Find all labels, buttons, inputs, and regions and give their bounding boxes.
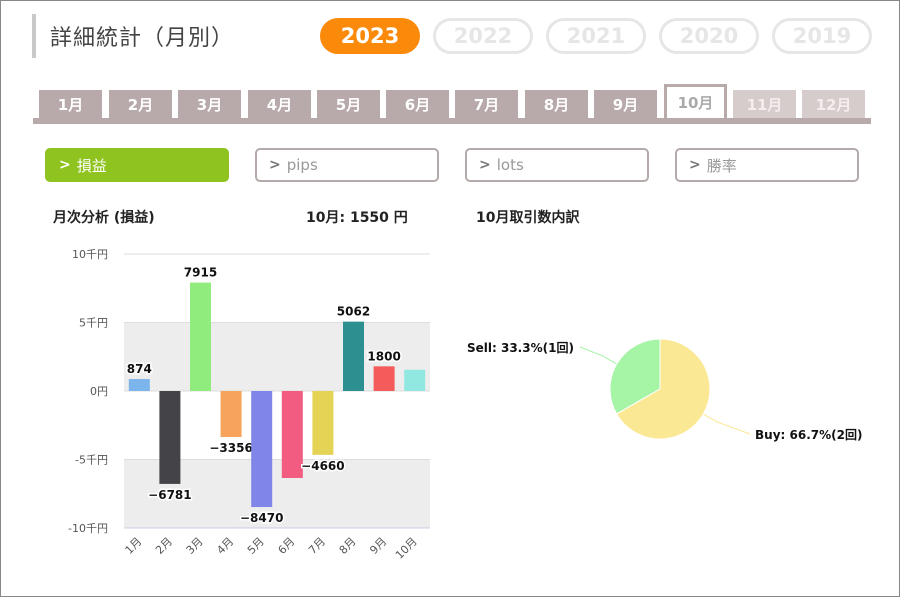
x-tick-label: 8月 bbox=[337, 535, 359, 557]
bar-2月[interactable] bbox=[159, 391, 181, 484]
y-tick-label: -10千円 bbox=[68, 522, 108, 535]
metric-button-profit[interactable]: > 損益 bbox=[45, 148, 229, 182]
year-button-2021[interactable]: 2021 bbox=[546, 18, 646, 54]
month-tabs: 1月 2月 3月 4月 5月 6月 7月 8月 9月 10月 11月 12月 bbox=[33, 84, 871, 124]
month-tab-9[interactable]: 9月 bbox=[594, 90, 657, 118]
month-tab-4[interactable]: 4月 bbox=[248, 90, 311, 118]
month-tab-7[interactable]: 7月 bbox=[455, 90, 518, 118]
x-tick-label: 10月 bbox=[393, 535, 420, 562]
chevron-right-icon: > bbox=[689, 157, 701, 173]
metric-label: 勝率 bbox=[706, 156, 737, 175]
month-tab-12[interactable]: 12月 bbox=[802, 90, 865, 118]
y-tick-label: -5千円 bbox=[75, 454, 108, 467]
monthly-analysis-title: 月次分析 (損益) bbox=[53, 210, 155, 226]
month-tab-2[interactable]: 2月 bbox=[109, 90, 172, 118]
metric-button-lots[interactable]: > lots bbox=[465, 148, 649, 182]
bar-data-label: 874 bbox=[127, 362, 152, 376]
monthly-bar-chart: 10千円 5千円 0円 -5千円 -10千円 874 1月 −6781 2月 7915 3月 −335… bbox=[68, 248, 430, 562]
bar-1月[interactable] bbox=[128, 379, 150, 391]
pie-label-buy: Buy: 66.7%(2回) bbox=[755, 428, 862, 442]
bar-10月[interactable] bbox=[404, 369, 426, 391]
y-tick-label: 10千円 bbox=[72, 248, 108, 261]
bar-5月[interactable] bbox=[251, 391, 273, 508]
bar-data-label: 1800 bbox=[367, 349, 400, 363]
bar-6月[interactable] bbox=[281, 391, 303, 478]
month-tab-8[interactable]: 8月 bbox=[525, 90, 588, 118]
bar-7月[interactable] bbox=[312, 391, 334, 455]
y-tick-label: 5千円 bbox=[79, 317, 108, 330]
page-title-block: 詳細統計（月別） bbox=[32, 14, 234, 58]
breakdown-title: 10月取引数内訳 bbox=[476, 210, 580, 226]
metric-label: lots bbox=[496, 156, 524, 174]
year-button-2019[interactable]: 2019 bbox=[772, 18, 872, 54]
chevron-right-icon: > bbox=[479, 157, 491, 173]
metric-button-pips[interactable]: > pips bbox=[255, 148, 439, 182]
x-tick-label: 5月 bbox=[245, 535, 267, 557]
month-tab-10[interactable]: 10月 bbox=[664, 84, 727, 118]
x-tick-label: 3月 bbox=[184, 535, 206, 557]
page-title: 詳細統計（月別） bbox=[50, 26, 235, 51]
bar-data-label: −8470 bbox=[240, 511, 283, 525]
bar-data-label: 7915 bbox=[184, 266, 217, 280]
x-tick-label: 9月 bbox=[367, 535, 389, 557]
month-tab-3[interactable]: 3月 bbox=[178, 90, 241, 118]
bar-data-label: −6781 bbox=[148, 488, 191, 502]
metric-selector: > 損益 > pips > lots > 勝率 bbox=[45, 148, 859, 182]
bar-data-label: 5062 bbox=[337, 305, 370, 319]
pie-connector bbox=[703, 413, 751, 435]
bar-4月[interactable] bbox=[220, 391, 242, 437]
x-tick-label: 6月 bbox=[276, 535, 298, 557]
x-tick-label: 7月 bbox=[306, 535, 328, 557]
chevron-right-icon: > bbox=[59, 157, 71, 173]
pie-label-sell: Sell: 33.3%(1回) bbox=[467, 341, 574, 355]
bar-data-label: −3356 bbox=[209, 441, 252, 455]
trade-breakdown-pie-chart: Sell: 33.3%(1回) Buy: 66.7%(2回) bbox=[467, 338, 862, 442]
pie-slice-buy[interactable] bbox=[615, 338, 711, 440]
year-button-2020[interactable]: 2020 bbox=[659, 18, 759, 54]
bar-8月[interactable] bbox=[343, 321, 364, 391]
x-tick-label: 4月 bbox=[214, 535, 236, 557]
year-selector: 2023 2022 2021 2020 2019 bbox=[320, 18, 872, 54]
month-tabs-baseline bbox=[33, 118, 871, 124]
month-tab-1[interactable]: 1月 bbox=[39, 90, 102, 118]
month-tab-6[interactable]: 6月 bbox=[386, 90, 449, 118]
x-tick-label: 1月 bbox=[123, 535, 145, 557]
metric-label: pips bbox=[286, 156, 318, 174]
metric-button-win-rate[interactable]: > 勝率 bbox=[675, 148, 859, 182]
metric-label: 損益 bbox=[76, 156, 107, 175]
monthly-summary: 10月: 1550 円 bbox=[306, 210, 408, 226]
pie-connector bbox=[579, 346, 617, 365]
year-button-2023[interactable]: 2023 bbox=[320, 18, 420, 54]
y-tick-label: 0円 bbox=[90, 385, 108, 398]
bar-9月[interactable] bbox=[373, 366, 395, 391]
x-tick-label: 2月 bbox=[153, 535, 175, 557]
chevron-right-icon: > bbox=[269, 157, 281, 173]
month-tab-5[interactable]: 5月 bbox=[317, 90, 380, 118]
bar-data-label: −4660 bbox=[301, 459, 344, 473]
bar-3月[interactable] bbox=[190, 282, 211, 391]
month-tab-11[interactable]: 11月 bbox=[733, 90, 796, 118]
year-button-2022[interactable]: 2022 bbox=[433, 18, 533, 54]
